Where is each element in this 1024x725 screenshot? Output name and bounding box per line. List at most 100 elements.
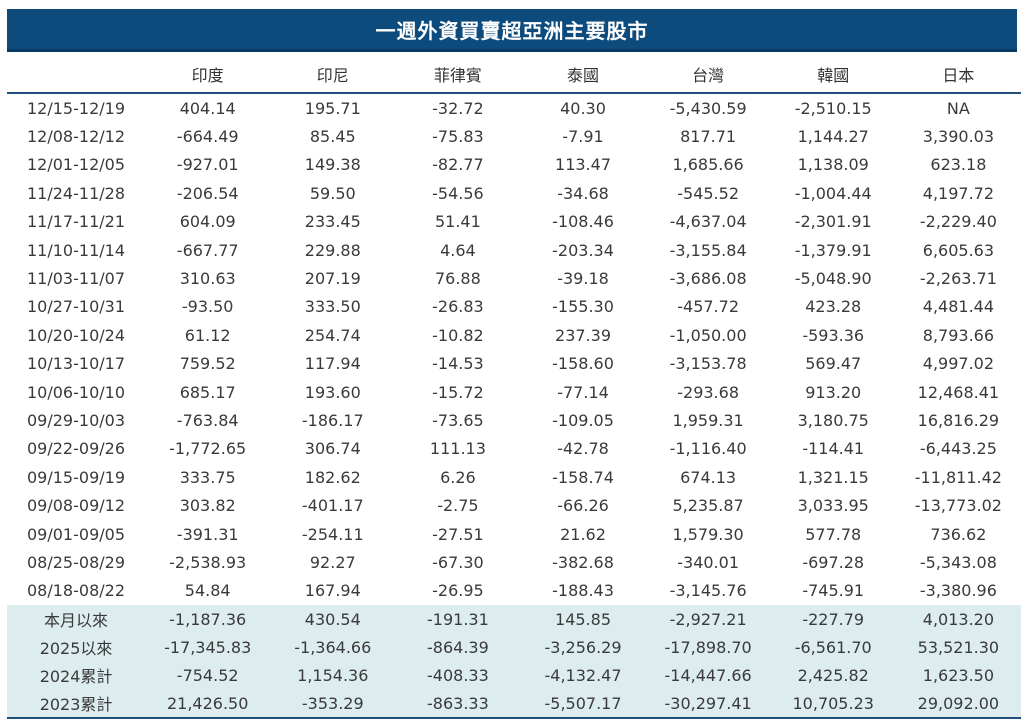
cell-indonesia: 430.54 xyxy=(270,605,396,634)
cell-india: 604.09 xyxy=(179,212,236,232)
table-row: 12/08-12/12 -664.49 85.45 -75.83 -7.91 817.71… xyxy=(7,122,1021,150)
cell-japan: 8,793.66 xyxy=(922,325,995,345)
cell-period: 2024累計 xyxy=(7,661,146,690)
cell-taiwan: -293.68 xyxy=(677,382,739,402)
cell-indonesia: 167.94 xyxy=(304,581,361,601)
summary-row: 2023累計 21,426.50 -353.29 -863.33 -5,507.17 -3… xyxy=(7,689,1021,720)
cell-philippines: -191.31 xyxy=(395,605,521,634)
cell-indonesia: -1,364.66 xyxy=(270,633,396,662)
cell-taiwan: -30,297.41 xyxy=(645,689,771,720)
table-row: 11/03-11/07 310.63 207.19 76.88 -39.18 -3,686… xyxy=(7,264,1021,292)
table-title: 一週外資買賣超亞洲主要股市 xyxy=(7,9,1017,52)
cell-philippines: 51.41 xyxy=(434,212,481,232)
cell-taiwan: -545.52 xyxy=(677,183,739,203)
cell-philippines: -863.33 xyxy=(395,689,521,720)
cell-japan: 1,623.50 xyxy=(895,661,1021,690)
cell-india: -93.50 xyxy=(181,297,234,317)
cell-philippines: -864.39 xyxy=(395,633,521,662)
cell-thailand: -108.46 xyxy=(552,212,614,232)
cell-period: 11/24-11/28 xyxy=(27,183,125,203)
cell-philippines: 6.26 xyxy=(440,467,476,487)
cell-india: -664.49 xyxy=(176,127,239,147)
cell-india: -2,538.93 xyxy=(169,552,247,572)
foreign-flow-table: 印度 印尼 菲律賓 泰國 台灣 韓國 日本 12/15-12/19 404.14 1… xyxy=(7,56,1021,720)
cell-thailand: -3,256.29 xyxy=(520,633,646,662)
cell-taiwan: -1,050.00 xyxy=(669,325,747,345)
cell-korea: -5,048.90 xyxy=(794,269,872,289)
cell-japan: -2,229.40 xyxy=(919,212,997,232)
cell-india: -391.31 xyxy=(176,524,239,544)
cell-indonesia: 193.60 xyxy=(304,382,361,402)
table-row: 08/18-08/22 54.84 167.94 -26.95 -188.43 -3,14… xyxy=(7,577,1021,605)
cell-period: 10/27-10/31 xyxy=(27,297,125,317)
cell-philippines: -73.65 xyxy=(432,410,484,430)
cell-japan: -3,380.96 xyxy=(919,581,997,601)
cell-period: 11/17-11/21 xyxy=(27,212,125,232)
cell-india: 54.84 xyxy=(184,581,231,601)
table-row: 09/15-09/19 333.75 182.62 6.26 -158.74 674.13… xyxy=(7,463,1021,491)
cell-korea: -1,379.91 xyxy=(794,240,872,260)
cell-india: -1,187.36 xyxy=(145,605,271,634)
header-row: 印度 印尼 菲律賓 泰國 台灣 韓國 日本 xyxy=(7,56,1021,94)
cell-period: 10/06-10/10 xyxy=(27,382,125,402)
table-row: 10/13-10/17 759.52 117.94 -14.53 -158.60 -3,1… xyxy=(7,350,1021,378)
cell-korea: 2,425.82 xyxy=(770,661,896,690)
cell-india: -763.84 xyxy=(176,410,239,430)
cell-period: 09/15-09/19 xyxy=(27,467,125,487)
cell-period: 09/22-09/26 xyxy=(27,439,125,459)
table-row: 09/08-09/12 303.82 -401.17 -2.75 -66.26 5,235… xyxy=(7,491,1021,519)
cell-period: 08/25-08/29 xyxy=(27,552,125,572)
cell-indonesia: -186.17 xyxy=(301,410,364,430)
cell-india: -667.77 xyxy=(176,240,239,260)
cell-indonesia: 182.62 xyxy=(304,467,361,487)
cell-thailand: -4,132.47 xyxy=(520,661,646,690)
cell-thailand: 145.85 xyxy=(520,605,646,634)
cell-taiwan: 1,579.30 xyxy=(672,524,744,544)
cell-period: 09/29-10/03 xyxy=(27,410,125,430)
cell-thailand: -155.30 xyxy=(552,297,614,317)
cell-india: 303.82 xyxy=(179,496,236,516)
cell-period: 12/01-12/05 xyxy=(27,155,125,175)
table-row: 10/20-10/24 61.12 254.74 -10.82 237.39 -1,050… xyxy=(7,321,1021,349)
cell-thailand: -7.91 xyxy=(562,127,604,147)
cell-indonesia: 229.88 xyxy=(304,240,361,260)
cell-philippines: -54.56 xyxy=(432,183,484,203)
cell-korea: 1,144.27 xyxy=(797,127,869,147)
cell-thailand: -5,507.17 xyxy=(520,689,646,720)
cell-india: -206.54 xyxy=(176,183,239,203)
cell-indonesia: 233.45 xyxy=(304,212,361,232)
cell-thailand: -188.43 xyxy=(552,581,614,601)
cell-taiwan: 5,235.87 xyxy=(672,496,744,516)
cell-thailand: -109.05 xyxy=(552,410,614,430)
cell-korea: 577.78 xyxy=(805,524,862,544)
cell-korea: 3,033.95 xyxy=(797,496,869,516)
header-indonesia: 印尼 xyxy=(270,56,396,94)
cell-korea: -697.28 xyxy=(802,552,865,572)
cell-japan: 53,521.30 xyxy=(895,633,1021,662)
cell-indonesia: -254.11 xyxy=(301,524,364,544)
cell-japan: 4,481.44 xyxy=(922,297,995,317)
cell-philippines: -82.77 xyxy=(432,155,484,175)
cell-period: 2023累計 xyxy=(7,689,146,720)
table-row: 11/17-11/21 604.09 233.45 51.41 -108.46 -4,63… xyxy=(7,208,1021,236)
cell-philippines: -14.53 xyxy=(432,354,484,374)
table-body: 12/15-12/19 404.14 195.71 -32.72 40.30 -5,430… xyxy=(7,93,1021,720)
cell-india: 759.52 xyxy=(179,354,236,374)
cell-japan: 623.18 xyxy=(930,155,987,175)
cell-period: 12/08-12/12 xyxy=(27,127,125,147)
cell-period: 12/15-12/19 xyxy=(27,98,125,118)
cell-india: 21,426.50 xyxy=(145,689,271,720)
cell-thailand: -39.18 xyxy=(557,269,609,289)
cell-korea: -6,561.70 xyxy=(770,633,896,662)
cell-philippines: -2.75 xyxy=(437,496,479,516)
cell-korea: -227.79 xyxy=(770,605,896,634)
cell-indonesia: -401.17 xyxy=(301,496,364,516)
cell-india: -17,345.83 xyxy=(145,633,271,662)
table-row: 11/10-11/14 -667.77 229.88 4.64 -203.34 -3,15… xyxy=(7,236,1021,264)
cell-period: 10/20-10/24 xyxy=(27,325,125,345)
table-row: 12/15-12/19 404.14 195.71 -32.72 40.30 -5,430… xyxy=(7,93,1021,122)
header-taiwan: 台灣 xyxy=(645,56,771,94)
cell-korea: 3,180.75 xyxy=(797,410,869,430)
cell-korea: -745.91 xyxy=(802,581,865,601)
cell-thailand: 237.39 xyxy=(555,325,611,345)
